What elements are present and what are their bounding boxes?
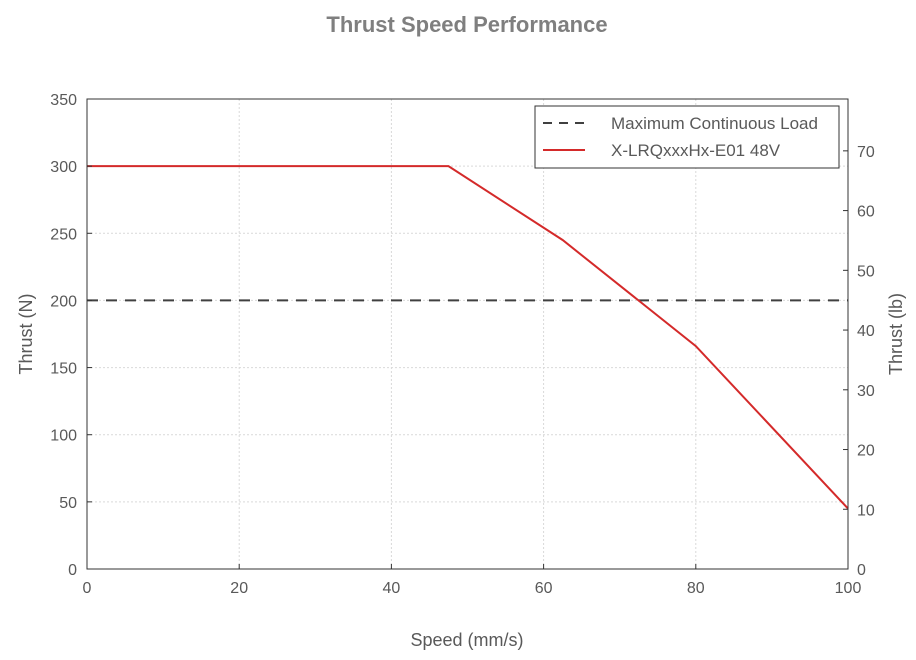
x-tick-label: 20 (230, 580, 248, 597)
y-right-tick-label: 30 (857, 383, 875, 400)
grid-lines (87, 99, 848, 569)
y-right-tick-label: 50 (857, 263, 875, 280)
legend-box (534, 105, 840, 169)
y-right-tick-label: 10 (857, 502, 875, 519)
x-tick-label: 40 (383, 580, 401, 597)
y-right-tick-label: 60 (857, 204, 875, 221)
chart-title: Thrust Speed Performance (326, 12, 607, 37)
y-right-tick-label: 0 (857, 562, 866, 579)
x-tick-label: 80 (687, 580, 705, 597)
legend-label-motor: X-LRQxxxHx-E01 48V (611, 141, 781, 160)
x-tick-label: 0 (83, 580, 92, 597)
series-line-thrust-curve (87, 165, 849, 510)
y-right-tick-label: 70 (857, 144, 875, 161)
y-tick-label: 0 (68, 562, 77, 579)
y-tick-label: 350 (50, 92, 77, 109)
legend: Maximum Continuous Load X-LRQxxxHx-E01 4… (534, 105, 840, 169)
y-tick-label: 50 (59, 495, 77, 512)
plot-frame (86, 98, 849, 570)
y-tick-label: 200 (50, 293, 77, 310)
y-axis-right-label: Thrust (lb) (886, 293, 906, 375)
legend-label-max-load: Maximum Continuous Load (611, 114, 818, 133)
y-axis-label: Thrust (N) (16, 294, 36, 375)
series-layer (87, 165, 849, 510)
x-axis-label: Speed (mm/s) (410, 630, 523, 650)
x-tick-label: 60 (535, 580, 553, 597)
y-tick-label: 250 (50, 226, 77, 243)
x-tick-label: 100 (835, 580, 862, 597)
y-right-tick-label: 40 (857, 323, 875, 340)
y-tick-label: 300 (50, 159, 77, 176)
y-tick-label: 150 (50, 361, 77, 378)
y-right-tick-label: 20 (857, 443, 875, 460)
y-tick-label: 100 (50, 428, 77, 445)
ticks-layer: 0 20 40 60 80 1000501001502002503003500102030… (50, 92, 875, 597)
